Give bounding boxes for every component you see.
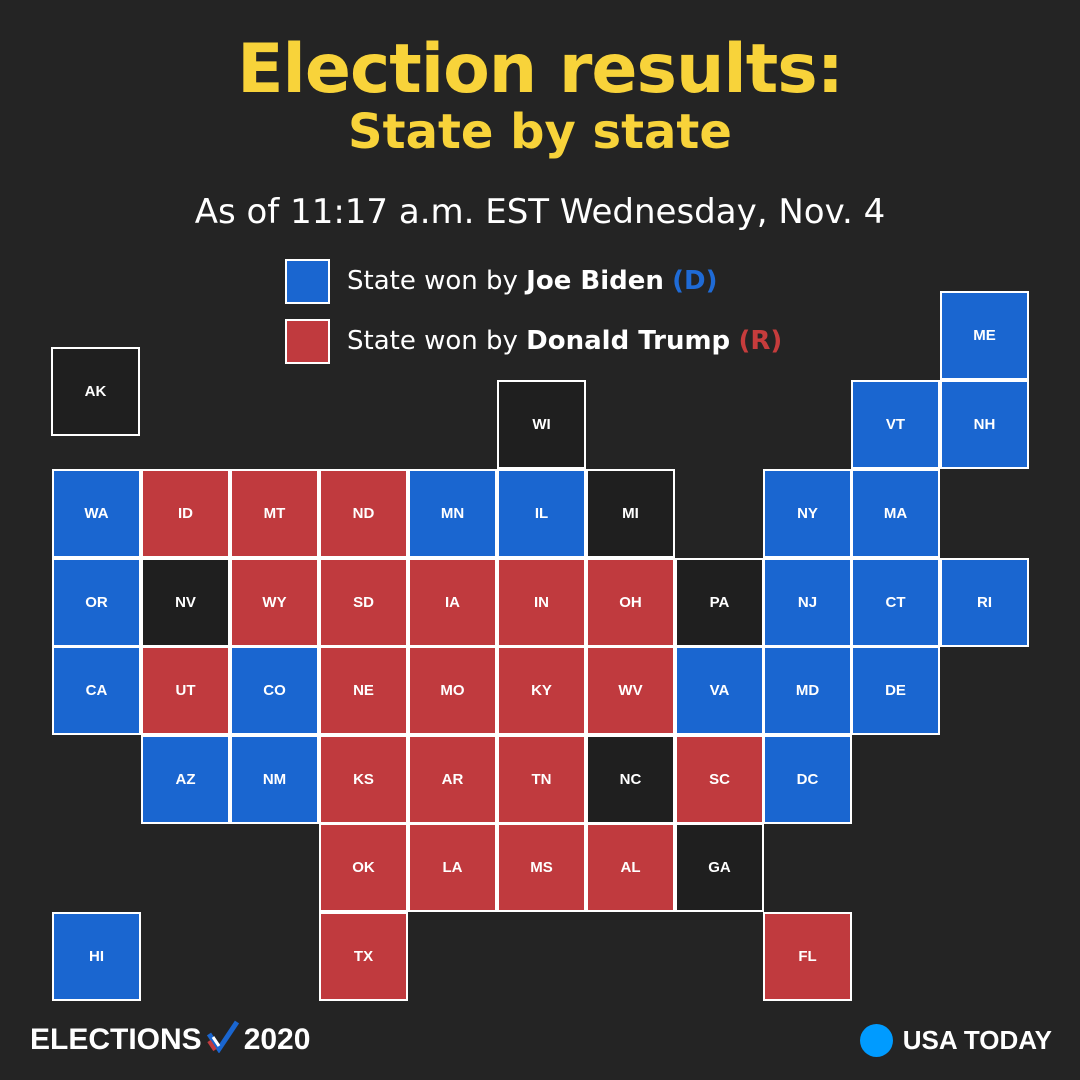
state-tile-nm: NM [230,735,319,824]
legend-prefix: State won by [347,326,518,356]
state-tile-mi: MI [586,469,675,558]
check-mark-icon [206,1019,240,1061]
state-tile-mt: MT [230,469,319,558]
state-tile-nj: NJ [763,558,852,647]
state-tile-ks: KS [319,735,408,824]
state-tile-dc: DC [763,735,852,824]
legend-swatch-biden [285,258,330,304]
state-tile-ak: AK [51,347,140,436]
state-tile-wv: WV [586,646,675,735]
state-tile-tn: TN [497,735,586,824]
state-tile-al: AL [586,823,675,912]
state-tile-ne: NE [319,646,408,735]
state-tile-ri: RI [940,558,1029,647]
legend-item-trump: State won by Donald Trump (R) [285,318,782,364]
state-tile-nh: NH [940,380,1029,469]
state-tile-az: AZ [141,735,230,824]
state-tile-hi: HI [52,912,141,1001]
page-title: Election results: [237,30,844,109]
brand-name: USA TODAY [902,1024,1052,1055]
state-tile-ga: GA [675,823,764,912]
state-tile-in: IN [497,558,586,647]
state-tile-co: CO [230,646,319,735]
state-tile-la: LA [408,823,497,912]
state-tile-tx: TX [319,912,408,1001]
state-tile-ut: UT [141,646,230,735]
state-tile-va: VA [675,646,764,735]
as-of-timestamp: As of 11:17 a.m. EST Wednesday, Nov. 4 [194,192,886,232]
state-tile-ct: CT [851,558,940,647]
page-subtitle: State by state [348,104,732,160]
party-tag: (R) [738,326,783,356]
state-tile-nd: ND [319,469,408,558]
state-tile-wy: WY [230,558,319,647]
state-tile-id: ID [141,469,230,558]
usa-today-logo: USA TODAY [859,1018,1052,1062]
legend-label-trump: State won by Donald Trump (R) [347,326,782,356]
state-tile-wa: WA [52,469,141,558]
state-tile-vt: VT [851,380,940,469]
state-tile-ny: NY [763,469,852,558]
state-tile-ok: OK [319,823,408,912]
state-tile-pa: PA [675,558,764,647]
state-tile-de: DE [851,646,940,735]
state-tile-ky: KY [497,646,586,735]
candidate-name: Donald Trump [526,326,731,356]
state-tile-ma: MA [851,469,940,558]
state-tile-oh: OH [586,558,675,647]
candidate-name: Joe Biden [526,266,664,296]
state-tile-me: ME [940,291,1029,380]
state-tile-fl: FL [763,912,852,1001]
election-year: 2020 [243,1023,311,1056]
state-tile-ia: IA [408,558,497,647]
elections-label: ELECTIONS [30,1023,202,1056]
usa-today-dot-icon [859,1023,893,1057]
party-tag: (D) [672,266,718,296]
state-tile-sd: SD [319,558,408,647]
legend-swatch-trump [285,318,330,364]
legend-label-biden: State won by Joe Biden (D) [347,266,718,296]
legend-item-biden: State won by Joe Biden (D) [285,258,718,304]
state-tile-ar: AR [408,735,497,824]
state-tile-mo: MO [408,646,497,735]
state-tile-md: MD [763,646,852,735]
state-tile-il: IL [497,469,586,558]
state-tile-wi: WI [497,380,586,469]
state-tile-mn: MN [408,469,497,558]
state-tile-sc: SC [675,735,764,824]
state-tile-or: OR [52,558,141,647]
state-tile-ms: MS [497,823,586,912]
state-tile-ca: CA [52,646,141,735]
state-tile-nv: NV [141,558,230,647]
state-tile-nc: NC [586,735,675,824]
elections-2020-logo: ELECTIONS 2020 [30,1018,310,1062]
legend-prefix: State won by [347,266,518,296]
